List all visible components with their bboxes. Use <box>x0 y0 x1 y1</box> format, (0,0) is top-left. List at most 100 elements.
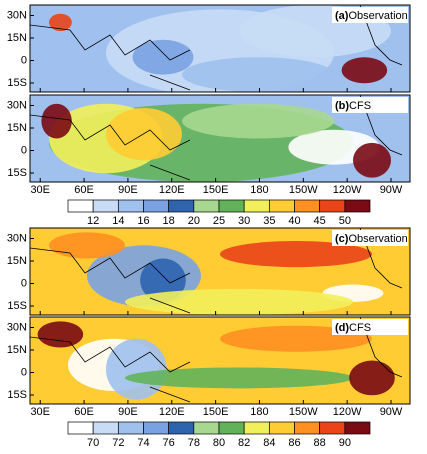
colorbar-swatch <box>67 421 94 435</box>
colorbar-swatch <box>92 199 119 213</box>
colorbar-label: 86 <box>288 437 300 449</box>
panel-name: Observation <box>348 10 407 22</box>
y-tick-label: 30N <box>7 9 27 21</box>
colorbar-label: 30 <box>238 215 250 227</box>
colorbar-swatch <box>268 199 295 213</box>
colorbar-swatch <box>92 421 119 435</box>
colorbar-label: 80 <box>213 437 225 449</box>
x-tick-label: 90W <box>380 406 403 418</box>
panel-label: (d)CFS <box>335 322 371 334</box>
x-tick-label: 30E <box>30 406 50 418</box>
colorbar-swatch <box>294 421 321 435</box>
panel-name: Observation <box>348 233 407 245</box>
y-tick-label: 15N <box>7 32 27 44</box>
coastline <box>30 5 403 91</box>
y-tick-label: 15N <box>7 344 27 356</box>
colorbar-label: 84 <box>263 437 275 449</box>
colorbar-swatch <box>268 421 295 435</box>
y-tick-label: 0 <box>21 366 27 378</box>
y-tick-label: 30N <box>7 232 27 244</box>
field-patch <box>105 338 167 400</box>
colorbar-swatch <box>344 199 371 213</box>
panel-frame <box>29 4 411 93</box>
colorbar-swatch <box>193 199 220 213</box>
y-tick-label: 15N <box>7 255 27 267</box>
colorbar-label: 12 <box>87 215 99 227</box>
colorbar-label: 76 <box>163 437 175 449</box>
y-tick-label: 15S <box>7 167 27 179</box>
field-patch <box>49 13 72 32</box>
colorbar-swatch <box>218 199 245 213</box>
y-tick-label: 0 <box>21 54 27 66</box>
colorbar-label: 72 <box>112 437 124 449</box>
x-tick-label: 90W <box>380 184 403 196</box>
colorbar-label: 14 <box>112 215 124 227</box>
x-tick-label: 150E <box>203 406 229 418</box>
field-patch <box>41 103 72 139</box>
y-tick-label: 30N <box>7 99 27 111</box>
panel-label: (b)CFS <box>335 100 371 112</box>
colorbar-swatch <box>294 199 321 213</box>
map-field <box>30 228 410 315</box>
colorbar-label: 78 <box>188 437 200 449</box>
x-tick-label: 120W <box>333 184 362 196</box>
colorbar-swatch <box>168 421 195 435</box>
panel-frame <box>29 94 411 183</box>
field-patch <box>220 241 372 268</box>
field-patch <box>182 57 334 92</box>
colorbar-swatch <box>193 421 220 435</box>
colorbar-swatch <box>344 421 371 435</box>
y-tick-label: 0 <box>21 144 27 156</box>
coastline <box>30 95 403 181</box>
colorbar-label: 25 <box>213 215 225 227</box>
colorbar-label: 88 <box>314 437 326 449</box>
field-patch <box>353 142 391 178</box>
panel-frame <box>29 316 411 405</box>
field-patch <box>132 39 194 75</box>
x-tick-label: 180 <box>250 184 268 196</box>
colorbar-label: 35 <box>263 215 275 227</box>
panel-frame <box>29 227 411 316</box>
colorbar-label: 82 <box>238 437 250 449</box>
colorbar-swatch <box>168 199 195 213</box>
colorbar-label: 74 <box>137 437 149 449</box>
colorbar-label: 50 <box>339 215 351 227</box>
y-tick-label: 15N <box>7 122 27 134</box>
x-tick-label: 150W <box>289 184 318 196</box>
colorbar-swatch <box>117 199 144 213</box>
field-patch <box>125 367 353 389</box>
colorbar-swatch <box>143 199 170 213</box>
field-patch <box>49 232 125 259</box>
colorbar-label: 16 <box>137 215 149 227</box>
colorbar-swatch <box>218 421 245 435</box>
colorbar-swatch <box>243 421 270 435</box>
panel-label: (c)Observation <box>335 233 408 245</box>
colorbar-swatch <box>319 421 346 435</box>
field-patch <box>182 103 334 139</box>
panel-label-box <box>332 230 408 246</box>
colorbar-swatch <box>319 199 346 213</box>
panel-name: CFS <box>349 322 371 334</box>
panel-letter: (b) <box>335 100 349 112</box>
x-tick-label: 60E <box>74 406 94 418</box>
y-tick-label: 15S <box>7 389 27 401</box>
x-tick-label: 120E <box>159 184 185 196</box>
colorbar-label: 18 <box>163 215 175 227</box>
field-patch <box>125 288 353 315</box>
panel-label: (a)Observation <box>335 10 408 22</box>
panel-label-box <box>332 7 408 23</box>
x-tick-label: 90E <box>118 184 138 196</box>
colorbar-label: 70 <box>87 437 99 449</box>
colorbar-label: 40 <box>288 215 300 227</box>
colorbar-swatch <box>143 421 170 435</box>
x-tick-label: 120W <box>333 406 362 418</box>
field-patch <box>37 321 84 348</box>
x-tick-label: 90E <box>118 406 138 418</box>
panel-name: CFS <box>349 100 371 112</box>
field-patch <box>341 57 388 84</box>
field-patch <box>349 360 395 396</box>
map-field <box>30 95 410 182</box>
x-tick-label: 150W <box>289 406 318 418</box>
